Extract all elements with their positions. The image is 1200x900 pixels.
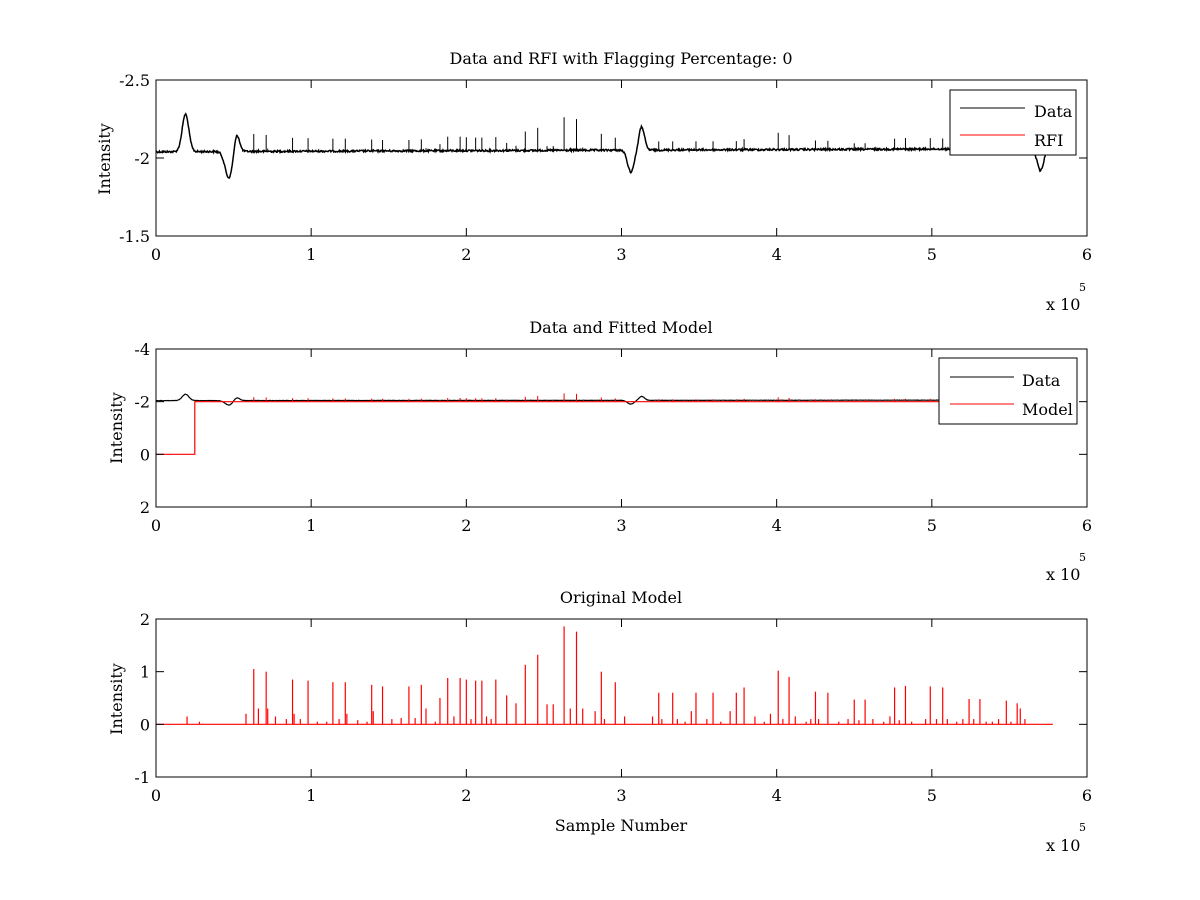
legend-label-model-2: Model: [1022, 400, 1073, 419]
x-tick-label: 2: [461, 516, 471, 535]
axes-box-3: [155, 618, 1088, 778]
x-tick-label: 2: [461, 786, 471, 805]
series-data-line: [156, 393, 1054, 406]
x-axis-label-3: Sample Number: [555, 816, 688, 835]
x-tick-label: 5: [927, 516, 937, 535]
x-tick-label: 3: [616, 516, 626, 535]
x-tick-label: 0: [151, 516, 161, 535]
x-tick-label: 1: [306, 786, 316, 805]
y-tick-label: 0: [140, 445, 150, 464]
y-axis-label-2: Intensity: [107, 392, 126, 464]
x-exponent-3: x 10 5: [1046, 821, 1086, 855]
x-tick-label: 1: [306, 245, 316, 264]
x-tick-label: 2: [461, 245, 471, 264]
x-exponent-power-1: 5: [1079, 281, 1086, 294]
legend-1: Data RFI: [949, 89, 1077, 156]
y-tick-label: 1: [140, 663, 150, 682]
x-tick-label: 5: [927, 786, 937, 805]
x-tick-label: 3: [616, 786, 626, 805]
y-tick-label: 2: [140, 498, 150, 517]
subplot-data-and-rfi: Data and RFI with Flagging Percentage: 0…: [95, 49, 1092, 314]
axes-box-1: [155, 79, 1088, 237]
x-exponent-base-2: x 10: [1046, 565, 1080, 584]
x-tick-label: 1: [306, 516, 316, 535]
x-tick-label: 6: [1082, 245, 1092, 264]
legend-box-2: [938, 357, 1078, 425]
x-tick-label: 6: [1082, 786, 1092, 805]
x-tick-label: 5: [927, 245, 937, 264]
legend-2: Data Model: [938, 357, 1078, 425]
x-exponent-2: x 10 5: [1046, 551, 1086, 584]
legend-label-rfi-1: RFI: [1034, 131, 1063, 150]
x-exponent-1: x 10 5: [1046, 281, 1086, 314]
x-tick-label: 4: [772, 516, 782, 535]
plot-title-1: Data and RFI with Flagging Percentage: 0: [449, 49, 792, 68]
series-model-line: [156, 401, 1053, 455]
plot-title-3: Original Model: [560, 588, 682, 607]
x-tick-label: 0: [151, 786, 161, 805]
y-axis-label-1: Intensity: [95, 123, 114, 195]
plot-title-2: Data and Fitted Model: [529, 318, 712, 337]
x-tick-label: 3: [616, 245, 626, 264]
plot-area-2: 0 1 2 3 4 5 6-4-202: [134, 340, 1092, 535]
y-tick-label: 2: [140, 610, 150, 629]
x-exponent-power-2: 5: [1079, 551, 1086, 564]
x-tick-label: 4: [772, 245, 782, 264]
y-tick-label: -1.5: [119, 227, 150, 246]
x-tick-label: 0: [151, 245, 161, 264]
y-tick-label: -1: [134, 768, 150, 787]
y-tick-label: -2.5: [119, 71, 150, 90]
y-tick-label: -2: [134, 149, 150, 168]
x-tick-label: 6: [1082, 516, 1092, 535]
y-tick-label: -2: [134, 393, 150, 412]
y-axis-label-3: Intensity: [107, 663, 126, 735]
series-data-line: [155, 112, 1054, 179]
legend-label-data-1: Data: [1034, 102, 1073, 121]
x-exponent-base-3: x 10: [1046, 836, 1080, 855]
y-tick-label: -4: [134, 340, 150, 359]
legend-label-data-2: Data: [1022, 371, 1061, 390]
y-tick-label: 0: [140, 715, 150, 734]
x-exponent-power-3: 5: [1079, 821, 1086, 834]
legend-box-1: [949, 89, 1077, 156]
axes-box-2: [155, 348, 1088, 508]
x-tick-label: 4: [772, 786, 782, 805]
x-exponent-base-1: x 10: [1046, 295, 1080, 314]
subplot-data-and-fitted-model: Data and Fitted Model Intensity 0 1 2 3 4 5 6 -…: [107, 318, 1092, 584]
plot-area-1: 0 1 2 3 4 5 6 -2.5 -2 -1.5: [119, 71, 1092, 264]
